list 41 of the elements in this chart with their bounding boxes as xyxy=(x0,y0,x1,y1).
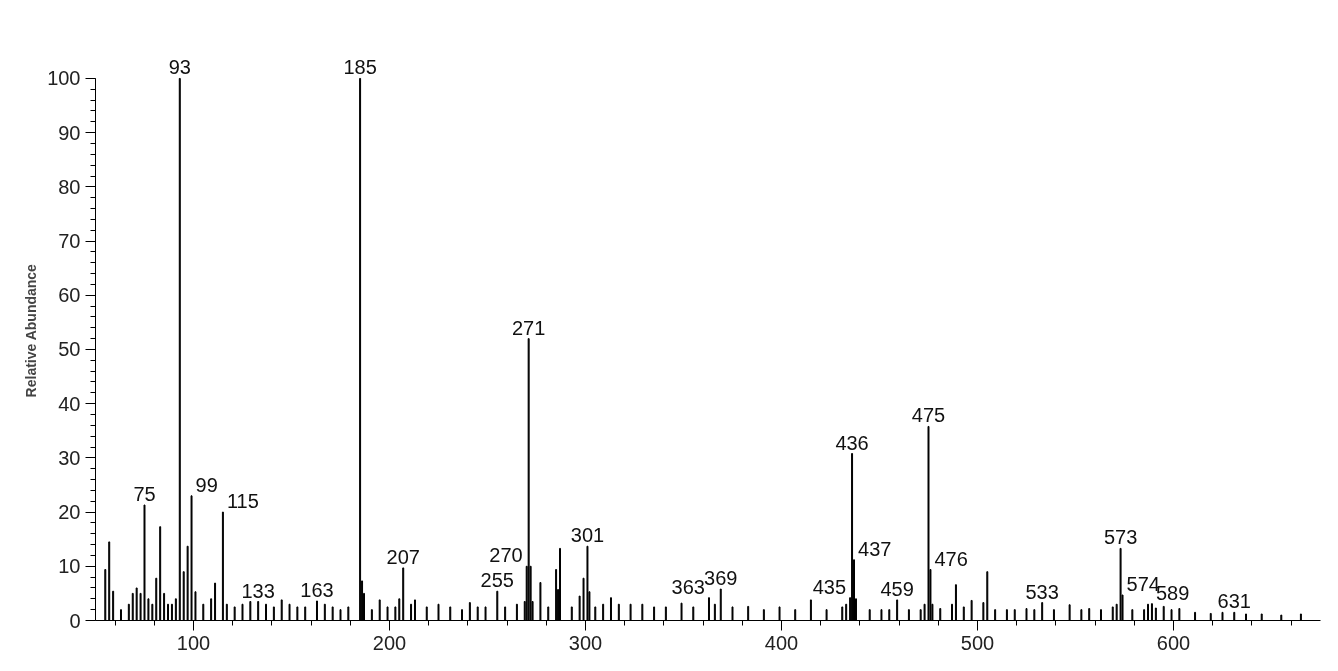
annotation: 363 xyxy=(671,575,705,598)
annotation: 93 xyxy=(168,56,191,79)
x-tick-label: 100 xyxy=(176,631,211,654)
annotation: 631 xyxy=(1217,590,1251,613)
annotation: 255 xyxy=(480,569,514,592)
annotation: 185 xyxy=(343,56,377,79)
annotation: 475 xyxy=(911,404,946,427)
annotation: 533 xyxy=(1025,580,1059,603)
annotation: 163 xyxy=(300,578,334,601)
y-tick-label: 70 xyxy=(58,230,81,253)
annotation: 369 xyxy=(704,567,738,590)
y-tick-label: 30 xyxy=(58,446,81,469)
y-tick-label: 90 xyxy=(58,121,81,144)
annotation: 75 xyxy=(133,483,156,506)
y-tick-label: 20 xyxy=(58,501,81,524)
y-tick-label: 50 xyxy=(58,338,81,361)
annotation: 115 xyxy=(226,490,259,513)
y-tick-label: 40 xyxy=(58,392,81,415)
y-tick-label: 60 xyxy=(58,284,81,307)
x-tick-label: 200 xyxy=(372,631,407,654)
x-tick-label: 600 xyxy=(1156,631,1191,654)
y-tick-label: 0 xyxy=(69,609,81,632)
annotation: 301 xyxy=(570,524,605,547)
x-tick-label: 500 xyxy=(960,631,995,654)
annotation: 133 xyxy=(241,579,275,602)
x-tick-label: 300 xyxy=(568,631,603,654)
y-axis-title: Relative Abundance xyxy=(23,263,40,398)
x-tick-label: 400 xyxy=(764,631,799,654)
annotation: 437 xyxy=(858,537,892,560)
annotation: 436 xyxy=(835,431,869,454)
annotation: 435 xyxy=(812,575,847,598)
annotation: 476 xyxy=(934,547,968,570)
y-tick-label: 100 xyxy=(47,67,81,90)
annotation: 271 xyxy=(511,316,546,339)
annotation: 459 xyxy=(880,577,914,600)
y-tick-label: 10 xyxy=(58,555,81,578)
annotation: 207 xyxy=(386,545,420,568)
y-tick-label: 80 xyxy=(58,175,81,198)
annotation: 573 xyxy=(1103,526,1138,549)
annotation: 270 xyxy=(489,544,523,567)
annotation: 99 xyxy=(195,473,218,496)
